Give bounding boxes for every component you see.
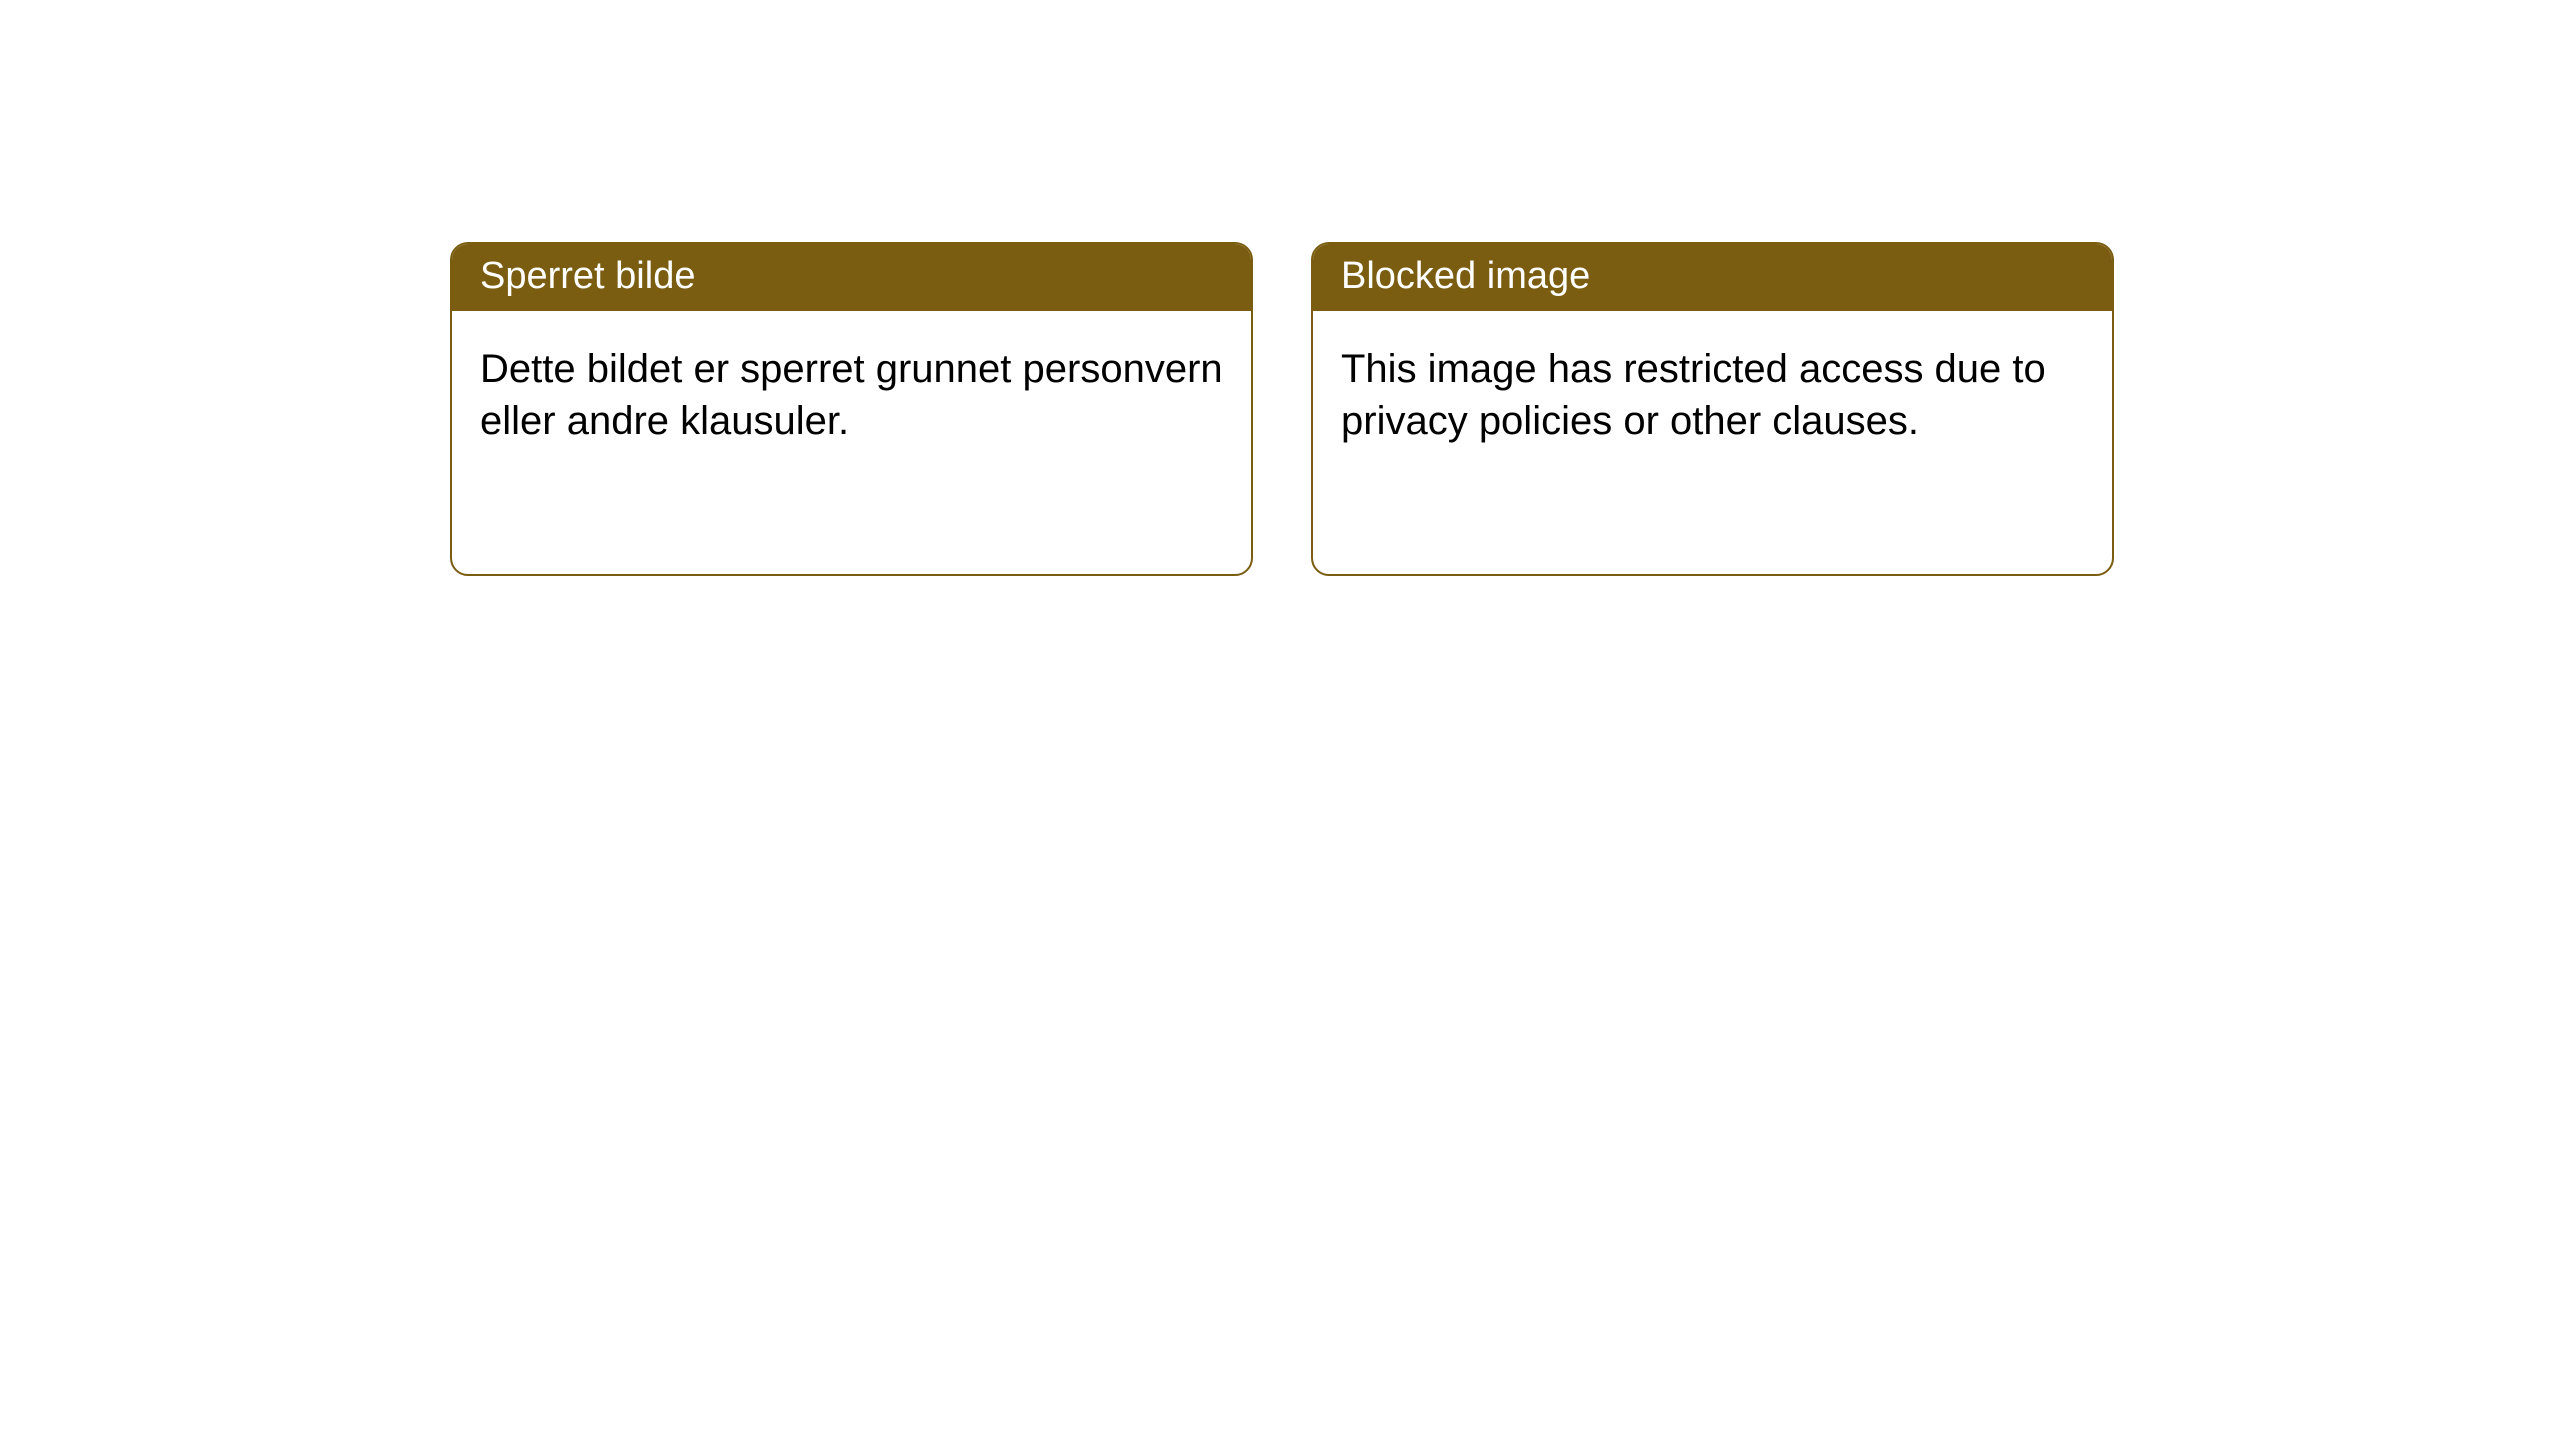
notice-card-english: Blocked image This image has restricted …	[1311, 242, 2114, 576]
notice-title: Blocked image	[1341, 255, 1590, 297]
notice-body-text: Dette bildet er sperret grunnet personve…	[480, 347, 1223, 443]
notice-container: Sperret bilde Dette bildet er sperret gr…	[0, 0, 2560, 576]
notice-body: This image has restricted access due to …	[1313, 311, 2112, 479]
notice-body: Dette bildet er sperret grunnet personve…	[452, 311, 1251, 479]
notice-title: Sperret bilde	[480, 255, 695, 297]
notice-header: Sperret bilde	[452, 244, 1251, 311]
notice-header: Blocked image	[1313, 244, 2112, 311]
notice-card-norwegian: Sperret bilde Dette bildet er sperret gr…	[450, 242, 1253, 576]
notice-body-text: This image has restricted access due to …	[1341, 347, 2046, 443]
